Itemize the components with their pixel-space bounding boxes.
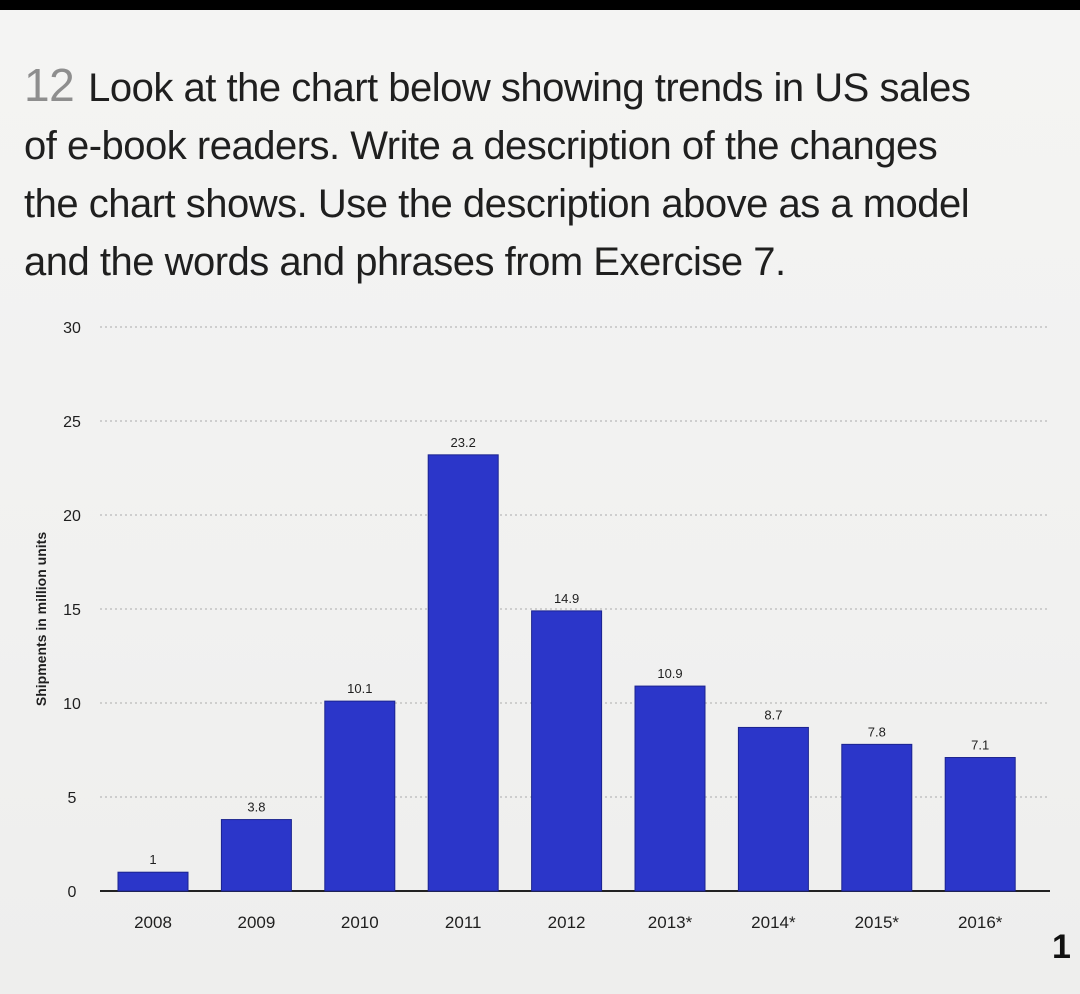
x-tick-label-2016: 2016* (958, 913, 1003, 932)
value-label-2015: 7.8 (868, 724, 886, 739)
value-label-2016: 7.1 (971, 738, 989, 753)
bar-2016 (944, 757, 1016, 892)
x-tick-label-2014: 2014* (751, 913, 796, 932)
x-tick-label-2015: 2015* (855, 913, 900, 932)
bar-2013 (634, 685, 706, 892)
bar-2010 (324, 700, 396, 892)
y-tick-label-30: 30 (63, 320, 81, 337)
value-label-2009: 3.8 (247, 800, 265, 815)
value-label-2013: 10.9 (657, 666, 682, 681)
exercise-line-2: of e-book readers. Write a description o… (24, 124, 938, 168)
bar-2009 (220, 819, 292, 892)
value-label-2010: 10.1 (347, 681, 372, 696)
top-bar (0, 0, 1080, 10)
y-tick-label-25: 25 (63, 414, 81, 431)
exercise-instructions: 12 Look at the chart below showing trends… (24, 56, 1080, 291)
exercise-number: 12 (24, 59, 75, 111)
exercise-line-4: and the words and phrases from Exercise … (24, 240, 786, 284)
value-label-2008: 1 (149, 852, 156, 867)
x-tick-label-2009: 2009 (237, 913, 275, 932)
bar-2015 (841, 743, 913, 892)
y-tick-label-5: 5 (68, 790, 77, 807)
exercise-line-1: 12 Look at the chart below showing trends… (24, 59, 971, 111)
y-tick-label-15: 15 (63, 602, 81, 619)
value-label-2012: 14.9 (554, 591, 579, 606)
x-tick-label-2008: 2008 (134, 913, 172, 932)
y-tick-label-0: 0 (68, 884, 77, 901)
x-tick-label-2011: 2011 (445, 913, 482, 932)
x-tick-label-2010: 2010 (341, 913, 379, 932)
x-tick-label-2013: 2013* (648, 913, 693, 932)
bar-2014 (737, 726, 809, 892)
y-tick-label-20: 20 (63, 508, 81, 525)
bar-2011 (427, 454, 499, 892)
bar-2012 (531, 610, 603, 892)
exercise-line-3: the chart shows. Use the description abo… (24, 182, 970, 226)
bar-2008 (117, 871, 189, 892)
y-axis-label: Shipments in million units (33, 532, 49, 706)
x-tick-label-2012: 2012 (548, 913, 586, 932)
textbook-page: 12 Look at the chart below showing trends… (0, 10, 1080, 994)
value-label-2011: 23.2 (451, 435, 476, 450)
y-tick-label-10: 10 (63, 696, 81, 713)
value-label-2014: 8.7 (764, 707, 782, 722)
page-number: 1 (1052, 928, 1071, 966)
bar-chart: 0 5 10 15 20 25 30 Shipments in million units 1 2… (33, 320, 1050, 932)
